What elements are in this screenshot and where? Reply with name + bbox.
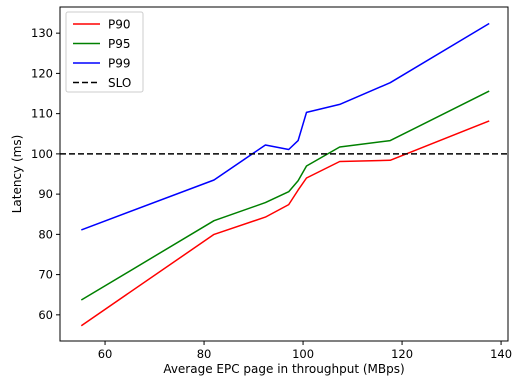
x-axis-label: Average EPC page in throughput (MBps) (163, 362, 404, 376)
y-tick-label: 90 (38, 187, 53, 201)
x-tick-label: 140 (490, 347, 512, 361)
legend-label-p90: P90 (108, 18, 131, 32)
x-tick-label: 80 (197, 347, 212, 361)
y-tick-label: 130 (31, 26, 53, 40)
x-tick-label: 120 (391, 347, 413, 361)
legend-label-p95: P95 (108, 37, 131, 51)
plot-frame (59, 6, 509, 342)
y-axis-ticks: 60 70 80 90 100 110 120 130 (31, 26, 60, 322)
series-line-p99 (81, 22, 490, 231)
y-tick-label: 110 (31, 107, 53, 121)
legend: P90 P95 P99 SLO (65, 11, 144, 93)
x-axis-ticks: 60 80 100 120 140 (98, 341, 512, 361)
y-tick-label: 80 (38, 227, 53, 241)
x-tick-label: 60 (98, 347, 113, 361)
x-tick-label: 100 (292, 347, 314, 361)
y-axis-label: Latency (ms) (10, 135, 24, 214)
series-line-p95 (80, 90, 490, 301)
plot-lines (60, 22, 508, 327)
legend-box (65, 11, 144, 93)
y-tick-label: 100 (31, 147, 53, 161)
legend-label-slo: SLO (108, 76, 131, 90)
y-tick-label: 120 (31, 66, 53, 80)
series-line-p90 (80, 120, 490, 327)
y-tick-label: 60 (38, 308, 53, 322)
legend-label-p99: P99 (108, 57, 131, 71)
y-tick-label: 70 (38, 268, 53, 282)
